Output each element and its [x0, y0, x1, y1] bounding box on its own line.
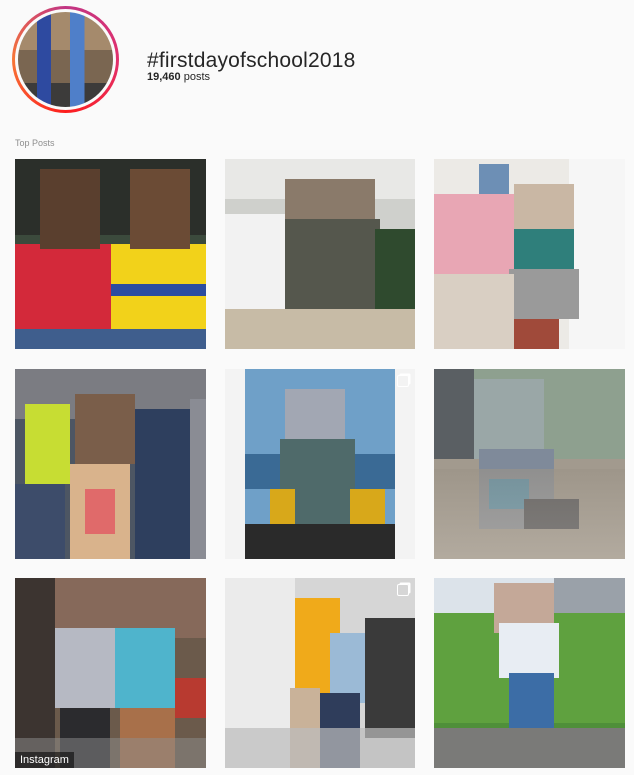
- post-3-photo: [434, 194, 529, 274]
- post-5[interactable]: [225, 369, 415, 559]
- post-7[interactable]: Instagram: [15, 578, 206, 768]
- post-6[interactable]: [434, 369, 625, 559]
- post-2[interactable]: [225, 159, 415, 349]
- hashtag-avatar: [12, 6, 119, 113]
- multiple-photos-icon: [397, 584, 409, 596]
- post-count-suffix: posts: [180, 71, 211, 83]
- post-4[interactable]: [15, 369, 206, 559]
- top-posts-label: Top Posts: [15, 138, 55, 148]
- post-9[interactable]: [434, 578, 625, 768]
- multiple-photos-icon: [397, 375, 409, 387]
- post-1[interactable]: [15, 159, 206, 349]
- instagram-credit: Instagram: [15, 752, 74, 768]
- post-count-value: 19,460: [147, 71, 181, 83]
- post-3[interactable]: [434, 159, 625, 349]
- post-count: 19,460 posts: [147, 71, 210, 83]
- hashtag-title: #firstdayofschool2018: [147, 49, 356, 73]
- post-8[interactable]: [225, 578, 415, 768]
- avatar-photo: [18, 12, 113, 107]
- post-7-photo: [15, 578, 55, 768]
